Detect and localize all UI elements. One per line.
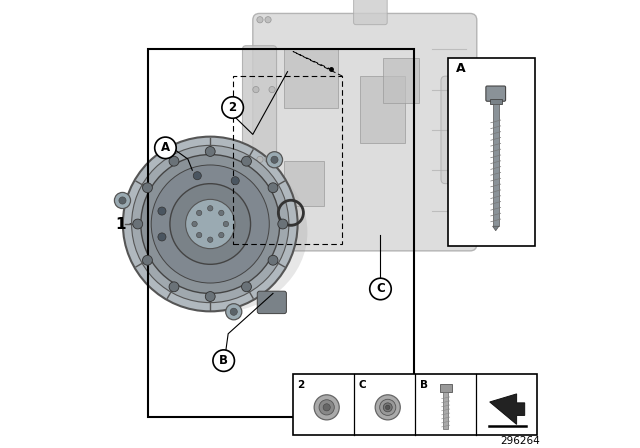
Circle shape xyxy=(383,403,392,412)
Circle shape xyxy=(323,404,330,411)
Circle shape xyxy=(319,400,334,415)
Circle shape xyxy=(133,219,143,229)
Circle shape xyxy=(155,137,176,159)
Circle shape xyxy=(207,206,213,211)
Circle shape xyxy=(241,156,252,166)
Circle shape xyxy=(314,395,339,420)
Circle shape xyxy=(230,308,237,315)
Circle shape xyxy=(186,199,235,249)
FancyBboxPatch shape xyxy=(253,13,477,251)
Circle shape xyxy=(123,137,298,311)
Circle shape xyxy=(196,233,202,238)
FancyBboxPatch shape xyxy=(243,46,276,223)
Circle shape xyxy=(222,97,243,118)
Text: B: B xyxy=(219,354,228,367)
Bar xyxy=(383,58,419,103)
Bar xyxy=(284,49,338,108)
Bar xyxy=(232,76,342,244)
Circle shape xyxy=(241,282,252,292)
Circle shape xyxy=(205,292,215,302)
Circle shape xyxy=(257,17,263,23)
Circle shape xyxy=(207,237,213,242)
Circle shape xyxy=(219,210,224,215)
Text: A: A xyxy=(456,62,465,75)
Circle shape xyxy=(193,172,202,180)
Circle shape xyxy=(265,17,271,23)
Circle shape xyxy=(192,221,197,227)
Circle shape xyxy=(158,233,166,241)
Circle shape xyxy=(143,255,152,265)
Ellipse shape xyxy=(129,152,307,312)
Circle shape xyxy=(269,86,275,93)
Bar xyxy=(147,49,414,417)
Circle shape xyxy=(231,177,239,185)
Circle shape xyxy=(278,219,287,229)
Circle shape xyxy=(265,156,271,163)
Text: C: C xyxy=(358,379,366,389)
Bar xyxy=(493,104,499,226)
Circle shape xyxy=(370,278,391,300)
Circle shape xyxy=(268,255,278,265)
Text: A: A xyxy=(161,141,170,155)
Bar xyxy=(490,99,502,104)
Bar xyxy=(448,58,535,246)
Text: 2: 2 xyxy=(298,379,305,389)
FancyBboxPatch shape xyxy=(257,291,287,314)
Bar xyxy=(440,384,452,392)
Bar xyxy=(293,374,538,435)
FancyBboxPatch shape xyxy=(441,76,484,184)
Circle shape xyxy=(196,210,202,215)
Circle shape xyxy=(141,155,280,293)
Polygon shape xyxy=(493,226,499,231)
Circle shape xyxy=(380,399,396,415)
Circle shape xyxy=(119,197,126,204)
FancyBboxPatch shape xyxy=(486,86,506,101)
Circle shape xyxy=(219,233,224,238)
Circle shape xyxy=(169,156,179,166)
Circle shape xyxy=(268,183,278,193)
Circle shape xyxy=(385,405,390,409)
Text: C: C xyxy=(376,282,385,296)
Circle shape xyxy=(205,146,215,156)
Circle shape xyxy=(158,207,166,215)
Circle shape xyxy=(266,152,282,168)
Text: 296264: 296264 xyxy=(500,436,540,446)
Circle shape xyxy=(151,165,269,283)
Text: B: B xyxy=(420,379,428,389)
Bar xyxy=(443,392,449,429)
Text: 1: 1 xyxy=(115,216,126,232)
Circle shape xyxy=(169,282,179,292)
Circle shape xyxy=(271,156,278,164)
Text: 2: 2 xyxy=(228,101,237,114)
Circle shape xyxy=(253,86,259,93)
Circle shape xyxy=(213,350,234,371)
Circle shape xyxy=(143,183,152,193)
Circle shape xyxy=(132,145,289,303)
Bar xyxy=(284,161,324,206)
Polygon shape xyxy=(490,394,525,424)
Circle shape xyxy=(115,193,131,209)
FancyBboxPatch shape xyxy=(353,0,387,25)
Circle shape xyxy=(226,304,242,320)
Bar xyxy=(360,76,405,143)
Circle shape xyxy=(223,221,228,227)
Circle shape xyxy=(257,156,263,163)
Circle shape xyxy=(170,184,250,264)
Circle shape xyxy=(375,395,400,420)
